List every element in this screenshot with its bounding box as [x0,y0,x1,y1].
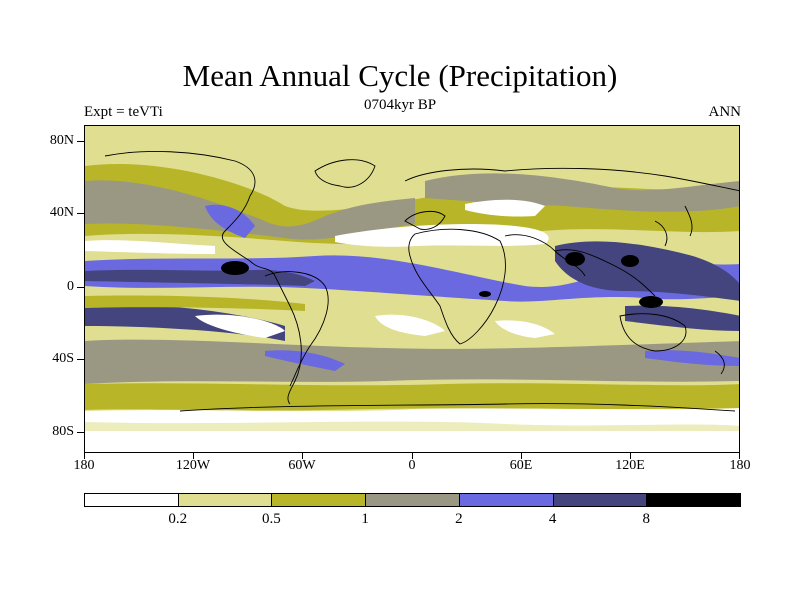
sahara-dry-zone [335,224,549,247]
colorbar-swatch [271,493,367,507]
southern-gray-band [85,339,739,384]
map-title: Mean Annual Cycle (Precipitation) [182,58,618,93]
warm-pool-darkblue [555,241,739,301]
colorbar-swatch [177,493,273,507]
extreme-cell-maritime [639,296,663,308]
lon-tick [84,453,85,459]
lon-tick [630,453,631,459]
colorbar-swatch [365,493,460,507]
lat-label-80s: 80S [52,424,74,439]
extreme-cell-bengal [565,252,585,266]
extreme-cell-pacific [221,261,249,275]
lat-tick [77,287,84,288]
lon-label-120e: 120E [615,458,645,473]
lon-label-60e: 60E [509,458,533,473]
season-label: ANN [708,104,742,120]
colorbar-label: 4 [548,511,557,527]
precipitation-map [84,125,740,453]
colorbar-swatch [552,493,648,507]
colorbar-label: 0.2 [168,511,188,527]
lat-label-40n: 40N [49,205,74,220]
lon-tick [412,453,413,459]
lat-tick [77,213,84,214]
lat-tick [77,141,84,142]
lat-tick [77,359,84,360]
north-pacific-gray [85,180,415,240]
lon-tick [302,453,303,459]
coastlines [104,150,739,412]
southern-olive-band [85,383,739,411]
colorbar-swatch [84,493,179,507]
lon-tick [739,453,740,459]
lon-label-60w: 60W [288,458,316,473]
lon-label-120w: 120W [175,458,211,473]
colorbar-label: 2 [455,511,463,527]
lon-label-0: 0 [408,458,416,473]
lat-label-40s: 40S [52,351,74,366]
colorbar-label: 8 [642,511,651,527]
lat-label-0: 0 [67,279,74,294]
lat-label-80n: 80N [49,133,74,148]
colorbar-swatch [646,493,741,507]
map-subtitle: 0704kyr BP [363,97,437,113]
lat-tick [77,432,84,433]
experiment-label: Expt = teVTi [84,104,163,120]
lon-tick [193,453,194,459]
colorbar [84,493,741,507]
colorbar-label: 0.5 [262,511,281,527]
colorbar-label: 1 [361,511,369,527]
lon-label-180e: 180 [729,458,751,473]
lon-tick [521,453,522,459]
lon-label-180w: 180 [73,458,95,473]
precipitation-field [85,126,739,452]
colorbar-swatch [458,493,554,507]
